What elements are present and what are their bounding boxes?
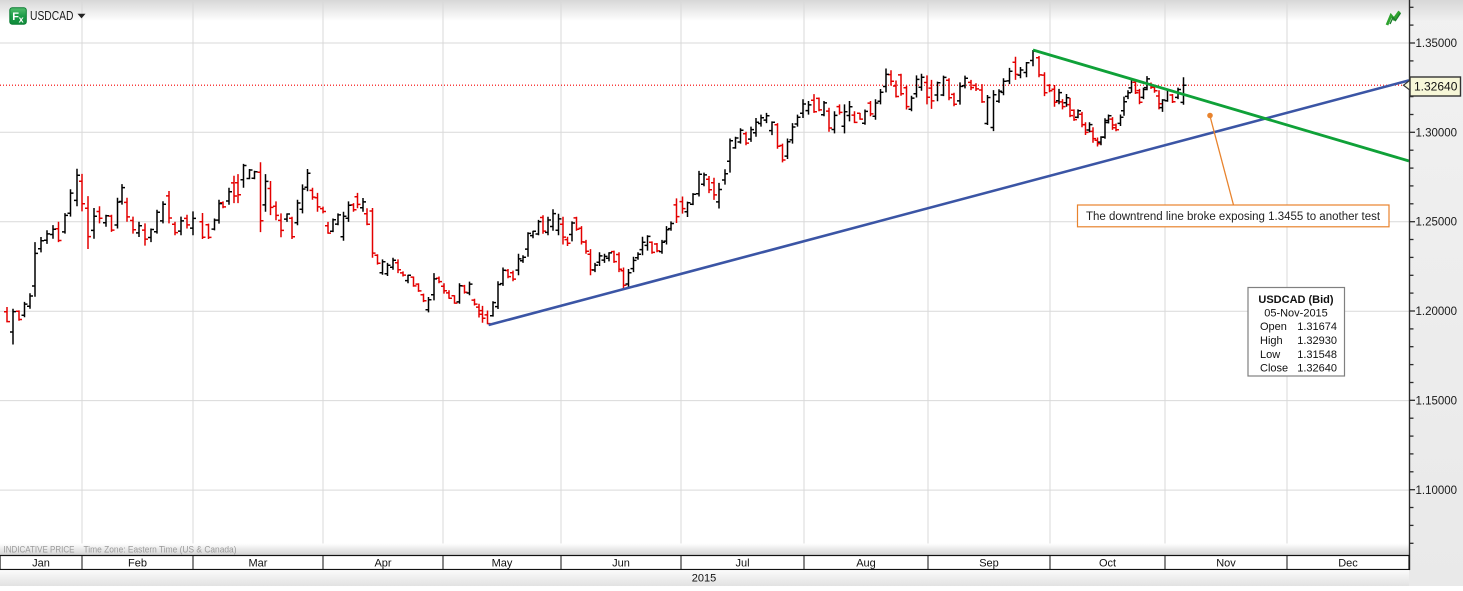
svg-text:x: x [19,14,24,24]
svg-text:Apr: Apr [374,558,391,570]
svg-text:USDCAD: USDCAD [30,9,74,23]
svg-text:Jan: Jan [32,558,50,570]
svg-text:Feb: Feb [128,558,147,570]
svg-text:Time Zone: Eastern Time (US &: Time Zone: Eastern Time (US & Canada) [84,545,237,556]
svg-text:05-Nov-2015: 05-Nov-2015 [1264,308,1328,320]
svg-text:Close: Close [1260,363,1288,375]
svg-text:Open: Open [1260,321,1287,333]
svg-text:1.31674: 1.31674 [1297,321,1337,333]
svg-text:1.32640: 1.32640 [1414,80,1458,94]
svg-text:Low: Low [1260,349,1280,361]
svg-text:1.32930: 1.32930 [1297,335,1337,347]
svg-text:2015: 2015 [692,573,716,585]
svg-text:1.10000: 1.10000 [1416,485,1458,497]
svg-text:High: High [1260,335,1283,347]
svg-text:1.20000: 1.20000 [1416,306,1458,318]
svg-text:Aug: Aug [856,558,876,570]
svg-text:USDCAD (Bid): USDCAD (Bid) [1258,294,1333,306]
svg-text:Jun: Jun [612,558,630,570]
svg-text:F: F [12,11,19,23]
svg-text:Sep: Sep [979,558,999,570]
svg-text:The downtrend line broke expos: The downtrend line broke exposing 1.3455… [1086,211,1381,223]
svg-text:May: May [492,558,513,570]
svg-text:1.15000: 1.15000 [1416,396,1458,408]
svg-text:1.25000: 1.25000 [1416,217,1458,229]
svg-text:INDICATIVE PRICE: INDICATIVE PRICE [4,545,75,556]
svg-text:1.35000: 1.35000 [1416,38,1458,50]
svg-text:Nov: Nov [1216,558,1236,570]
svg-text:Dec: Dec [1338,558,1358,570]
svg-text:1.32640: 1.32640 [1297,363,1337,375]
svg-text:Oct: Oct [1099,558,1116,570]
svg-text:1.30000: 1.30000 [1416,127,1458,139]
svg-text:Mar: Mar [249,558,268,570]
svg-text:1.31548: 1.31548 [1297,349,1337,361]
svg-text:Jul: Jul [735,558,749,570]
